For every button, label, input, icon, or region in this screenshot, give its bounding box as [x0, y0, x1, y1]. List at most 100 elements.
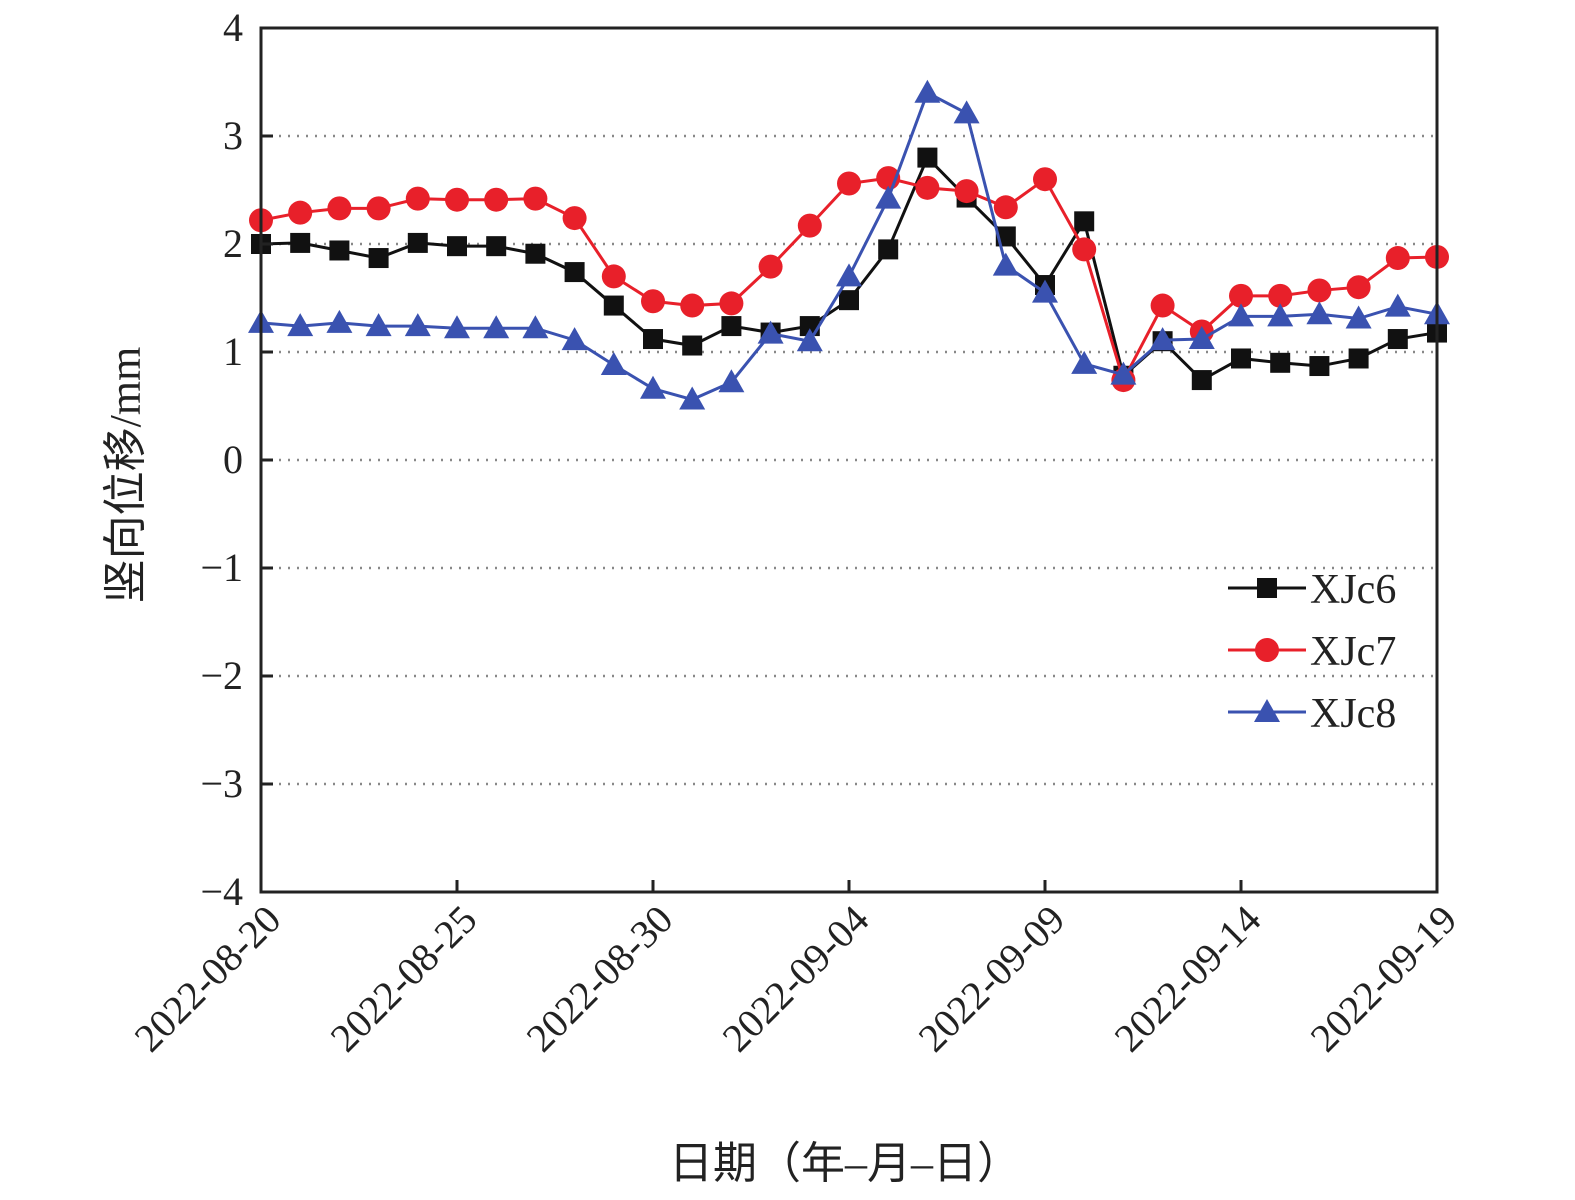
data-point: [1346, 275, 1371, 300]
y-tick-label: 2: [223, 221, 243, 266]
x-axis: 2022-08-20 2022-08-25 2022-08-30 2022-09-04…: [126, 880, 1466, 1061]
y-tick-label: 0: [223, 437, 243, 482]
data-point: [445, 187, 469, 212]
data-point: [682, 335, 703, 356]
data-point: [326, 309, 353, 333]
legend-item: XJc6: [1228, 567, 1396, 613]
data-point: [486, 236, 507, 257]
data-point: [562, 206, 587, 231]
legend-marker-triangle-icon: [1254, 699, 1280, 722]
legend: XJc6 XJc7 XJc8: [1228, 567, 1396, 737]
data-point: [525, 243, 546, 264]
data-point: [1229, 283, 1253, 308]
data-point: [1191, 370, 1212, 391]
data-point: [680, 293, 705, 318]
data-point: [953, 100, 980, 124]
data-point: [1385, 246, 1410, 271]
data-point: [561, 327, 588, 351]
data-point: [1306, 301, 1333, 325]
data-point: [601, 264, 626, 289]
x-tick-label: 2022-08-20: [126, 897, 290, 1061]
data-point: [287, 313, 314, 337]
series-line: [260, 90, 1438, 402]
data-point: [679, 386, 706, 410]
data-point: [1071, 350, 1098, 374]
data-point: [796, 328, 823, 352]
data-point: [878, 239, 899, 260]
data-point: [993, 195, 1018, 220]
data-point: [1267, 303, 1294, 327]
legend-item: XJc8: [1228, 691, 1396, 737]
legend-label: XJc6: [1310, 567, 1396, 613]
legend-label: XJc7: [1310, 629, 1396, 675]
data-point: [405, 186, 430, 211]
data-point: [522, 315, 549, 339]
data-point: [836, 263, 862, 287]
data-point: [1150, 293, 1175, 318]
data-point: [797, 213, 822, 238]
data-point: [447, 236, 467, 257]
y-tick-label: −3: [200, 761, 243, 806]
data-point: [1231, 348, 1251, 369]
data-point: [1270, 352, 1291, 373]
data-point: [1345, 305, 1372, 329]
gridlines: [261, 134, 1437, 786]
data-point: [329, 240, 350, 261]
data-point: [1074, 211, 1095, 232]
data-point: [643, 329, 663, 350]
data-point: [1309, 356, 1330, 377]
legend-marker-circle-icon: [1255, 638, 1279, 662]
x-tick-label: 2022-09-19: [1302, 897, 1466, 1061]
legend-label: XJc8: [1310, 691, 1396, 737]
series-xjc8: [248, 79, 1450, 410]
x-tick-label: 2022-08-30: [518, 897, 682, 1061]
y-tick-label: −2: [200, 653, 243, 698]
y-tick-label: −1: [200, 545, 243, 590]
data-point: [718, 369, 745, 393]
series-group: [248, 79, 1450, 410]
data-point: [641, 289, 665, 314]
data-point: [1307, 278, 1332, 303]
x-tick-label: 2022-09-09: [910, 897, 1074, 1061]
data-point: [600, 351, 627, 375]
data-point: [954, 179, 979, 204]
data-point: [483, 315, 510, 339]
data-point: [290, 232, 311, 253]
data-point: [1032, 279, 1058, 303]
data-point: [719, 291, 744, 316]
data-point: [365, 313, 392, 337]
data-point: [1188, 326, 1215, 350]
data-point: [917, 147, 938, 168]
data-point: [407, 232, 428, 253]
data-point: [1384, 293, 1411, 317]
x-tick-label: 2022-09-14: [1106, 897, 1270, 1061]
legend-item: XJc7: [1228, 629, 1396, 675]
data-point: [484, 187, 509, 212]
data-point: [640, 375, 666, 399]
x-axis-label: 日期（年–月–日）: [669, 1139, 1021, 1188]
data-point: [404, 313, 431, 337]
legend-marker-square-icon: [1257, 578, 1277, 598]
data-point: [757, 320, 784, 344]
x-tick-label: 2022-08-25: [322, 897, 486, 1061]
y-tick-label: 1: [223, 329, 243, 374]
data-point: [839, 290, 859, 311]
data-point: [366, 196, 391, 221]
data-point: [758, 254, 783, 279]
data-point: [288, 200, 313, 225]
data-point: [915, 175, 940, 200]
data-point: [368, 248, 389, 269]
y-axis: 4 3 2 1 0 −1 −2 −3 −4: [200, 5, 273, 914]
data-point: [1033, 167, 1057, 192]
data-point: [1072, 237, 1097, 262]
data-point: [564, 262, 585, 283]
y-tick-label: 4: [223, 5, 243, 50]
data-point: [875, 185, 902, 209]
data-point: [837, 171, 861, 196]
data-point: [603, 295, 624, 316]
data-point: [1348, 348, 1369, 369]
data-point: [327, 196, 352, 221]
data-point: [1110, 361, 1137, 385]
y-tick-label: −4: [200, 869, 243, 914]
